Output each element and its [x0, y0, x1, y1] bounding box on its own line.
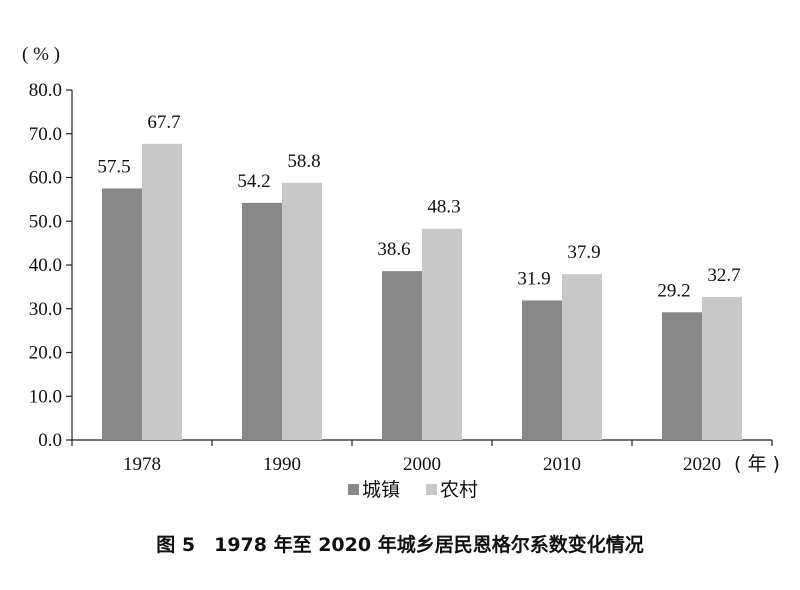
data-label: 32.7 [707, 265, 740, 286]
legend-swatch [348, 484, 359, 495]
bar-城镇 [242, 202, 282, 440]
x-tick-label: 2010 [543, 454, 581, 475]
data-label: 29.2 [657, 280, 690, 301]
y-tick-label: 10.0 [29, 386, 62, 407]
data-label: 31.9 [517, 268, 550, 289]
legend-label: 城镇 [362, 479, 400, 501]
y-tick-label: 0.0 [38, 430, 62, 451]
chart-title: 图 5 1978 年至 2020 年城乡居民恩格尔系数变化情况 [156, 534, 644, 556]
x-tick-label: 2000 [403, 454, 441, 475]
bar-农村 [422, 228, 462, 440]
y-tick-label: 70.0 [29, 124, 62, 145]
bar-农村 [282, 182, 322, 440]
bar-城镇 [102, 188, 142, 440]
bar-农村 [562, 274, 602, 440]
bar-农村 [702, 296, 742, 440]
legend-swatch [426, 484, 437, 495]
y-tick-label: 60.0 [29, 168, 62, 189]
bar-城镇 [522, 300, 562, 440]
y-tick-label: 50.0 [29, 211, 62, 232]
data-label: 67.7 [147, 112, 180, 133]
x-tick-label: 1990 [263, 454, 301, 475]
y-tick-label: 20.0 [29, 343, 62, 364]
y-axis-label: ( % ) [22, 44, 60, 65]
x-axis-label: ( 年 ) [734, 453, 780, 475]
data-label: 54.2 [237, 171, 270, 192]
data-label: 37.9 [567, 242, 600, 263]
y-tick-label: 40.0 [29, 255, 62, 276]
bar-城镇 [382, 271, 422, 440]
y-tick-label: 80.0 [29, 80, 62, 101]
x-tick-label: 2020 [683, 454, 721, 475]
bar-城镇 [662, 312, 702, 440]
data-label: 48.3 [427, 197, 460, 218]
data-label: 57.5 [97, 156, 130, 177]
data-label: 38.6 [377, 239, 410, 260]
data-label: 58.8 [287, 151, 320, 172]
legend-label: 农村 [440, 479, 478, 501]
x-tick-label: 1978 [123, 454, 161, 475]
chart: 0.0 10.0 20.0 30.0 40.0 50.0 60.0 70.0 80.0 ( % )… [22, 44, 780, 501]
bar-农村 [142, 143, 182, 440]
y-tick-label: 30.0 [29, 299, 62, 320]
